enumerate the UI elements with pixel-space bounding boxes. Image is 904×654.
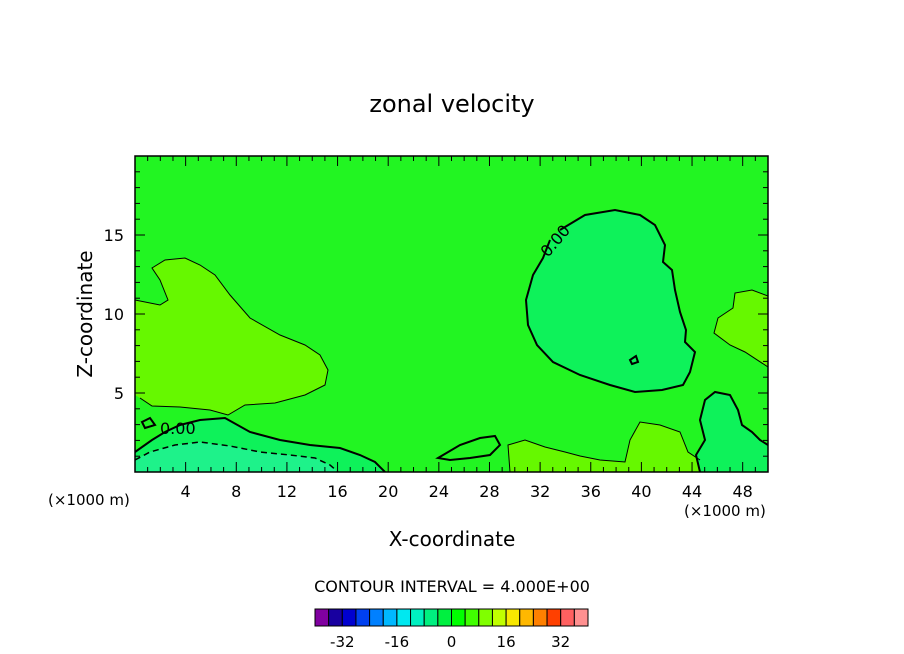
colorbar-swatch [382,608,398,627]
contour-zero-bottom-right [694,390,768,472]
colorbar-swatch [369,608,384,627]
x-tick-label: 48 [733,482,753,501]
colorbar-swatch [546,608,562,627]
x-tick-label: 12 [277,482,297,501]
positive-region-right [714,290,768,367]
contour-zero-center [524,208,697,394]
positive-region-left [135,258,328,415]
contour-zero-small [628,354,640,366]
x-tick-label: 44 [682,482,702,501]
colorbar-tick-label: 32 [551,633,570,651]
colorbar-swatch [341,608,357,627]
negative-region-bottom-right [696,392,768,472]
chart-title: zonal velocity [369,90,534,118]
contour-thin-left [135,257,329,416]
colorbar-swatch [532,608,548,627]
contour-thin-bottom-right [507,421,701,472]
colorbar-labels: -32 -16 0 16 32 [330,633,570,651]
colorbar-swatch [573,608,589,627]
colorbar-swatch [519,608,534,627]
colorbar-swatch [355,608,371,627]
negative-region-center [526,210,695,392]
x-tick-label: 16 [327,482,347,501]
colorbar-swatch [491,608,507,627]
contour-lines [135,208,768,472]
colorbar-swatch [505,608,521,627]
colorbar-tick-label: 0 [447,633,457,651]
y-axis-label: Z-coordinate [73,250,97,377]
contour-dashed-bottom [135,441,339,472]
y-tick-labels: 5 10 15 [104,226,124,403]
contour-zero-bottom-mid [435,434,502,462]
x-tick-label: 8 [231,482,241,501]
y-tick-label: 10 [104,305,124,324]
positive-region-bottom-right [508,422,700,472]
colorbar-tick-label: -32 [330,633,355,651]
contour-interval-text: CONTOUR INTERVAL = 4.000E+00 [314,577,590,596]
x-tick-label: 24 [429,482,449,501]
x-tick-label: 4 [181,482,191,501]
colorbar-swatch [464,608,480,627]
contour-thin-right [713,289,768,368]
colorbar [314,608,589,627]
x-unit-right: (×1000 m) [684,502,766,520]
x-tick-label: 40 [631,482,651,501]
x-tick-labels: 4 8 12 16 20 24 28 32 36 40 44 48 [181,482,753,501]
x-unit-left: (×1000 m) [48,491,130,509]
colorbar-swatch [328,608,343,627]
x-tick-label: 36 [581,482,601,501]
colorbar-swatch [437,608,453,627]
y-tick-label: 15 [104,226,124,245]
colorbar-tick-label: -16 [385,633,410,651]
contour-small-left [140,416,157,430]
x-tick-label: 32 [530,482,550,501]
colorbar-swatch [560,608,575,627]
x-tick-label: 20 [378,482,398,501]
colorbar-tick-label: 16 [497,633,516,651]
contour-zero-bottom [135,416,386,472]
y-tick-label: 5 [114,384,124,403]
contour-label-bottom: 0.00 [160,419,196,438]
colorbar-swatch [396,608,412,627]
x-tick-label: 28 [479,482,499,501]
colorbar-swatch [478,608,493,627]
x-axis-label: X-coordinate [389,527,516,551]
axis-ticks [135,156,768,472]
colorbar-swatch [423,608,439,627]
colorbar-swatch [314,608,330,627]
plot-area: 0.00 0.00 [135,156,768,472]
colorbar-swatch [410,608,425,627]
colorbar-swatch [451,608,466,627]
